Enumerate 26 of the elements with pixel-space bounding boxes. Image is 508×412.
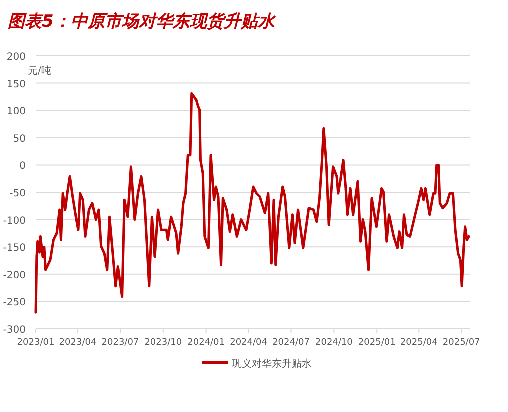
y-tick-label: 150 — [6, 79, 26, 90]
y-axis-title: 元/吨 — [28, 65, 52, 77]
x-tick-label: 2023/07 — [102, 338, 140, 348]
x-tick-label: 2023/04 — [59, 338, 97, 348]
y-tick-label: 100 — [6, 106, 26, 118]
x-tick-label: 2024/04 — [230, 338, 268, 348]
y-tick-label: -150 — [3, 243, 26, 254]
chart-title: 图表5：中原市场对华东现货升贴水 — [8, 12, 277, 32]
y-tick-label: 200 — [6, 52, 26, 63]
legend-label: 巩义对华东升贴水 — [232, 358, 312, 370]
y-tick-label: -50 — [10, 188, 26, 200]
x-tick-label: 2025/04 — [400, 338, 438, 348]
y-tick-label: -250 — [3, 298, 26, 309]
x-tick-label: 2023/01 — [17, 338, 55, 348]
x-tick-label: 2023/10 — [144, 338, 182, 348]
x-tick-label: 2025/01 — [358, 338, 396, 348]
y-tick-label: -100 — [3, 216, 26, 227]
x-tick-label: 2024/10 — [316, 338, 354, 348]
x-tick-label: 2024/01 — [188, 338, 226, 348]
line-series — [34, 92, 470, 314]
y-tick-label: 0 — [20, 161, 26, 172]
x-tick-label: 2025/07 — [442, 338, 480, 348]
y-tick-label: -200 — [3, 270, 26, 282]
y-tick-label: 50 — [13, 134, 26, 145]
x-tick-label: 2024/07 — [272, 338, 310, 348]
y-tick-label: -300 — [3, 325, 26, 336]
